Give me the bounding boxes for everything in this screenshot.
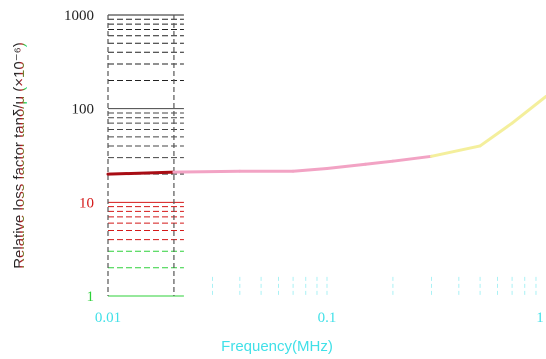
y-tick-label: 1: [87, 289, 95, 305]
series-line-segment: [429, 144, 482, 158]
tick-labels: 0.01 0.1 1 1 10 100 1000: [64, 8, 544, 326]
y-tick-label: 1000: [64, 8, 94, 24]
series-layer: [106, 94, 546, 176]
series-line-segment: [291, 166, 329, 173]
series-line-segment: [478, 121, 514, 148]
series-line-segment: [106, 170, 176, 176]
series-line-segment: [391, 154, 433, 163]
y-axis-title: Relative loss factor tanδ/μ (×10⁻⁶): [11, 42, 28, 269]
y-tick-label: 100: [72, 102, 95, 118]
series-line-segment: [325, 162, 368, 170]
series-line-segment: [364, 159, 395, 166]
x-tick-label: 1: [536, 310, 544, 326]
series-line-segment: [172, 169, 242, 174]
x-tick-label: 0.01: [95, 310, 121, 326]
x-tick-label: 0.1: [318, 310, 337, 326]
series-line-segment: [510, 94, 546, 125]
x-axis-title: Frequency(MHz): [221, 338, 333, 355]
grid: [107, 14, 537, 297]
y-tick-label: 10: [79, 195, 94, 211]
